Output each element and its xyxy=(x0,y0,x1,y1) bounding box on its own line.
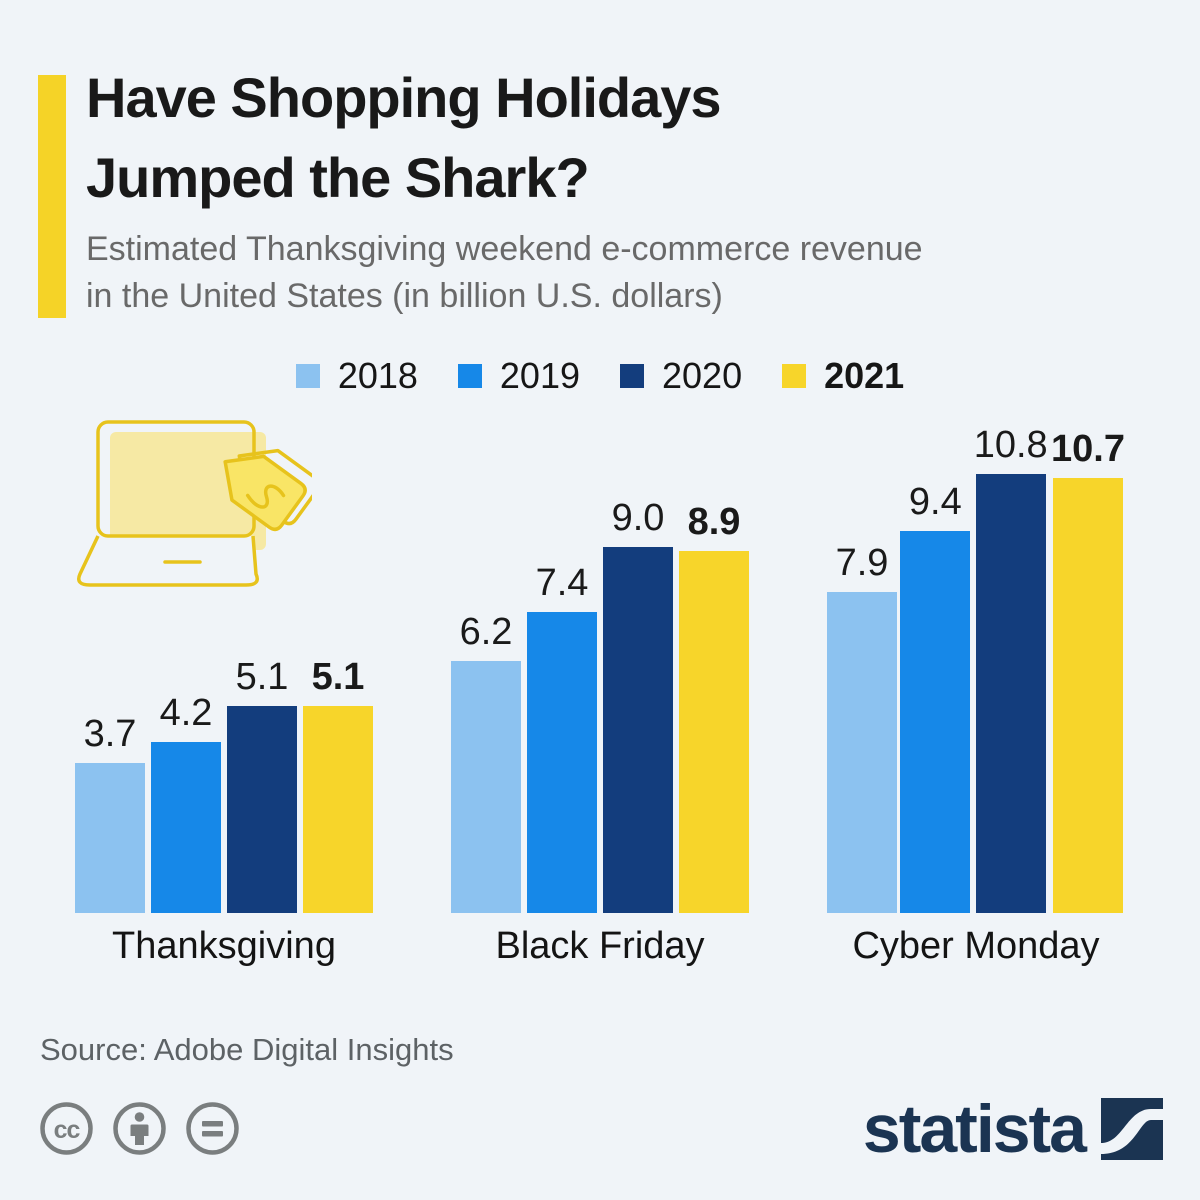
legend-label-2020: 2020 xyxy=(662,355,743,396)
bar-2018-cyber-monday: 7.9 xyxy=(827,542,897,913)
category-label: Cyber Monday xyxy=(852,925,1100,967)
category-label: Thanksgiving xyxy=(112,925,336,967)
legend-swatch-2018 xyxy=(295,364,320,388)
statista-logo-mark xyxy=(1101,1098,1163,1160)
bar-value-label: 7.9 xyxy=(835,541,889,584)
legend-swatch-2020 xyxy=(620,364,644,388)
bars-cyber-monday: 7.9 9.4 10.8 10.7 xyxy=(827,420,1125,913)
bar-value-label: 10.8 xyxy=(973,424,1048,466)
bar-group-black-friday: 6.2 7.4 9.0 8.9 Black Friday xyxy=(451,420,749,968)
bar-chart-groups: 3.7 4.2 5.1 5.1 Thanksgiving 6.2 7.4 9.0 8.9 Blac… xyxy=(75,420,1125,968)
source-note: Source: Adobe Digital Insights xyxy=(40,1032,454,1067)
page-subtitle: Estimated Thanksgiving weekend e-commerc… xyxy=(86,226,923,320)
title-accent-bar xyxy=(38,75,66,318)
bar-2020-cyber-monday: 10.8 xyxy=(974,424,1048,913)
bar xyxy=(303,705,373,913)
legend-label-2018: 2018 xyxy=(337,355,418,396)
page-title-line2: Jumped the Shark? xyxy=(86,146,590,209)
legend-swatch-2021 xyxy=(782,364,807,388)
bar-2020-thanksgiving: 5.1 xyxy=(227,656,297,913)
bar-value-label: 5.1 xyxy=(235,655,289,698)
statista-wordmark: statista xyxy=(862,1091,1087,1167)
bar-2021-cyber-monday: 10.7 xyxy=(1051,428,1125,913)
bar xyxy=(527,612,597,913)
bar xyxy=(679,551,749,913)
bar-2019-black-friday: 7.4 xyxy=(527,562,597,913)
legend-label-2019: 2019 xyxy=(499,355,580,396)
legend-item-2018: 2018 xyxy=(295,355,418,397)
legend-label-2021: 2021 xyxy=(824,355,905,396)
statista-logo: statista xyxy=(862,1091,1163,1167)
license-icons: cc xyxy=(38,1100,241,1157)
bar xyxy=(151,742,221,913)
page-subtitle-line1: Estimated Thanksgiving weekend e-commerc… xyxy=(86,230,923,268)
bar-2018-thanksgiving: 3.7 xyxy=(75,713,145,913)
bar-value-label: 7.4 xyxy=(535,562,589,605)
bar-2018-black-friday: 6.2 xyxy=(451,611,521,913)
legend-swatch-2019 xyxy=(457,364,482,388)
chart-legend: 2018 2019 2020 2021 xyxy=(0,355,1200,397)
bar-value-label: 3.7 xyxy=(83,712,137,755)
legend-item-2021: 2021 xyxy=(782,355,904,397)
bar xyxy=(975,474,1046,913)
page-title-line1: Have Shopping Holidays xyxy=(86,66,722,129)
no-derivatives-equals-icon xyxy=(186,1102,239,1155)
bar-group-thanksgiving: 3.7 4.2 5.1 5.1 Thanksgiving xyxy=(75,420,373,968)
bar-value-label: 8.9 xyxy=(687,501,741,544)
bar-value-label: 9.4 xyxy=(908,480,962,523)
bar xyxy=(827,591,897,913)
bar-2019-thanksgiving: 4.2 xyxy=(151,692,221,913)
price-tag-icon xyxy=(223,448,312,532)
bar xyxy=(227,705,297,913)
bars-black-friday: 6.2 7.4 9.0 8.9 xyxy=(451,420,749,913)
bar-value-label: 10.7 xyxy=(1051,428,1125,471)
legend-item-2020: 2020 xyxy=(620,355,742,397)
bar xyxy=(75,762,145,913)
bars-thanksgiving: 3.7 4.2 5.1 5.1 xyxy=(75,420,373,913)
bar xyxy=(900,530,971,913)
svg-text:cc: cc xyxy=(54,1116,81,1144)
bar-group-cyber-monday: 7.9 9.4 10.8 10.7 Cyber Monday xyxy=(827,420,1125,968)
bar-value-label: 5.1 xyxy=(311,655,365,698)
page-title: Have Shopping Holidays Jumped the Shark? xyxy=(86,58,722,218)
legend-item-2019: 2019 xyxy=(457,355,580,397)
bar-2021-black-friday: 8.9 xyxy=(679,501,749,913)
bar xyxy=(451,660,521,913)
bar-value-label: 4.2 xyxy=(159,692,213,735)
bar-value-label: 6.2 xyxy=(459,610,513,653)
laptop-shopping-tag-icon xyxy=(77,420,312,587)
page-subtitle-line2: in the United States (in billion U.S. do… xyxy=(86,277,723,315)
category-label: Black Friday xyxy=(495,925,705,967)
attribution-person-icon xyxy=(113,1102,166,1155)
cc-icon: cc xyxy=(40,1102,93,1155)
bar-2019-cyber-monday: 9.4 xyxy=(900,480,971,913)
bar-chart: 3.7 4.2 5.1 5.1 Thanksgiving 6.2 7.4 9.0 8.9 Blac… xyxy=(75,420,1125,968)
bar-value-label: 9.0 xyxy=(611,497,665,540)
bar xyxy=(1052,478,1123,913)
bar xyxy=(603,547,673,913)
bar-2020-black-friday: 9.0 xyxy=(603,497,673,913)
bar-2021-thanksgiving: 5.1 xyxy=(303,656,373,913)
